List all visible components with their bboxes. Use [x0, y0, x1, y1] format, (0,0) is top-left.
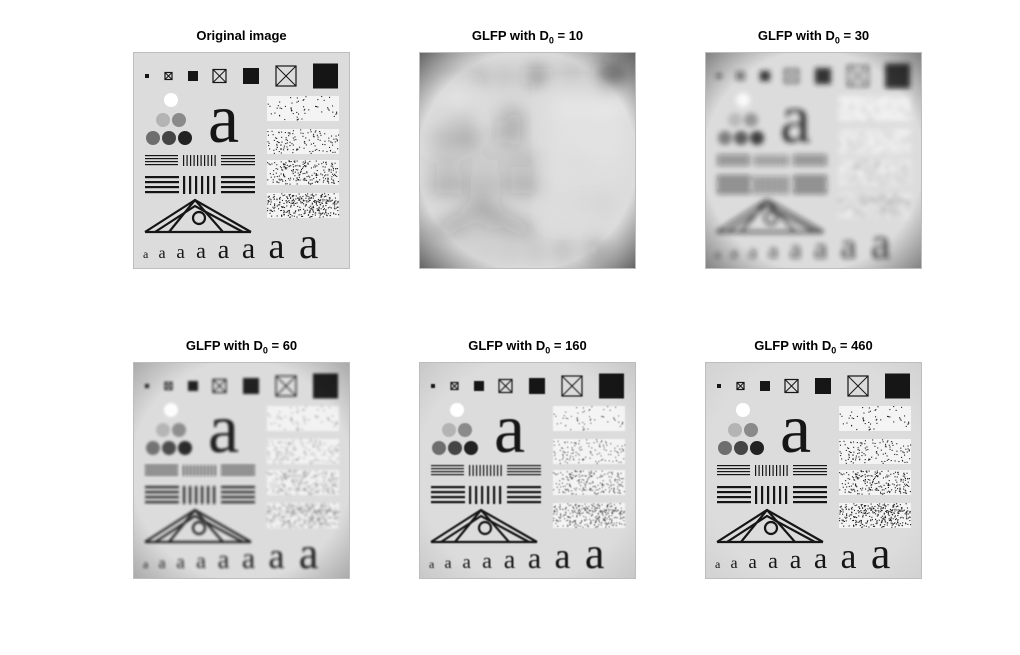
panel-title: GLFP with D0 = 160	[468, 338, 587, 356]
panel-title: GLFP with D0 = 460	[754, 338, 873, 356]
panel-title: GLFP with D0 = 10	[471, 28, 584, 46]
panel-title: GLFP with D0 = 60	[185, 338, 298, 356]
svg-text:a: a	[269, 226, 285, 266]
svg-text:a: a	[158, 245, 165, 262]
svg-text:a: a	[196, 238, 206, 263]
svg-text:a: a	[208, 81, 239, 158]
panel-title: Original image	[196, 28, 287, 43]
panel-title: GLFP with D0 = 30	[757, 28, 870, 46]
svg-text:a: a	[176, 242, 185, 263]
svg-text:a: a	[143, 247, 149, 261]
svg-text:a: a	[218, 235, 230, 264]
svg-text:a: a	[299, 219, 319, 268]
svg-text:a: a	[242, 232, 255, 265]
